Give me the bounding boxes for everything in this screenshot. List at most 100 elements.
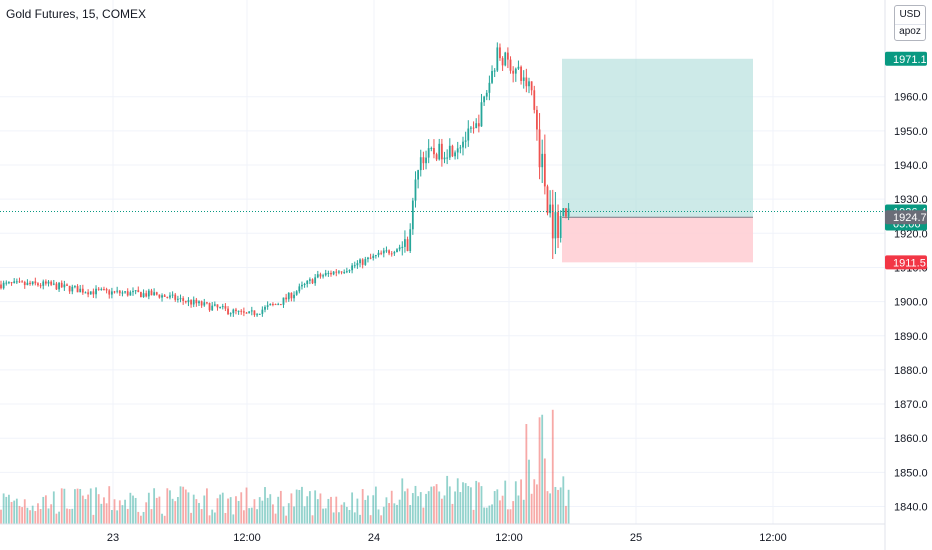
candle-body [142,293,145,298]
candle-body [330,272,332,275]
volume-bar [182,486,185,524]
candle-body [388,250,390,254]
volume-bar [501,495,504,524]
candle-body [398,247,401,250]
volume-bar [79,488,82,524]
candle-body [311,279,314,284]
volume-bar [409,505,412,524]
candle-body [406,239,409,252]
volume-bar [377,509,380,524]
candle-body [327,272,330,274]
volume-bar [295,489,298,524]
volume-bar [496,489,499,524]
volume-bar [68,509,71,524]
candle-body [258,313,261,315]
price-tick-label: 1860.0 [894,433,928,445]
volume-bar [192,494,195,524]
candle-body [187,300,190,303]
candle-body [60,282,63,288]
volume-bar [483,507,486,524]
candle-body [155,292,158,295]
time-tick-label: 25 [630,532,642,544]
time-tick-label: 12:00 [233,532,261,544]
volume-bar [147,492,150,524]
candle-body [63,284,66,288]
candle-body [488,82,491,93]
volume-bar [208,515,211,524]
volume-bar [116,510,119,524]
volume-bar [142,511,145,524]
candle-body [242,311,245,313]
candle-body [266,305,269,307]
volume-bar [76,488,79,524]
volume-bar [256,509,258,524]
candle-body [409,229,412,252]
volume-bar [277,496,280,524]
volume-bar [179,486,182,524]
volume-bar [404,491,406,524]
candle-body [134,290,137,292]
candle-body [295,291,298,295]
volume-bar [287,503,290,524]
volume-bar [37,503,39,524]
volume-bar [258,497,261,524]
candle-body [71,286,74,292]
candle-body [126,291,129,296]
candle-body [66,284,68,286]
price-tick-label: 1900.0 [894,297,928,309]
volume-bar [562,476,565,524]
volume-bar [345,506,348,524]
volume-bar [39,509,42,524]
candle-body [528,81,530,87]
candle-body [113,291,116,293]
volume-bar [538,417,541,524]
currency-selector[interactable]: USD apoz [894,5,926,41]
candle-body [459,147,462,149]
volume-bar [55,513,58,524]
volume-bar [169,490,171,524]
volume-bar [285,515,288,524]
candle-body [34,281,37,284]
long-position-tool[interactable] [562,58,753,263]
candle-body [411,200,414,230]
volume-bar [87,494,90,524]
volume-bar [398,499,401,524]
candle-body [97,288,100,290]
volume-bar [293,506,295,524]
candle-body [216,304,219,308]
candle-body [121,292,124,294]
volume-bar [242,510,245,524]
volume-bar [454,491,456,524]
target-zone[interactable] [562,58,753,218]
volume-bar [100,503,103,524]
candle-body [279,304,282,306]
volume-bar [272,504,274,524]
target-price-text: 1971.1 [893,54,927,66]
volume-bar [60,488,63,524]
volume-bar [504,480,507,524]
candle-body [385,250,388,252]
volume-bar [124,499,126,524]
volume-bar [274,513,277,524]
candle-body [316,274,319,278]
volume-bar [462,482,464,524]
candle-body [261,309,264,314]
volume-bar [522,499,525,524]
volume-bar [298,489,301,524]
candle-body [506,52,509,60]
volume-bar [430,486,433,524]
volume-bar [229,497,232,524]
candle-body [195,299,198,304]
volume-bar [47,508,50,524]
volume-bar [29,510,31,524]
candle-body [425,157,427,164]
volume-bar [406,488,409,524]
time-axis[interactable]: 23 12:00 24 12:00 25 12:00 [107,532,787,544]
stop-loss-zone[interactable] [562,217,753,263]
candle-body [401,246,404,248]
volume-bar [488,505,491,524]
candle-body [303,283,306,285]
volume-bar [427,491,430,524]
volume-bar [443,495,446,524]
